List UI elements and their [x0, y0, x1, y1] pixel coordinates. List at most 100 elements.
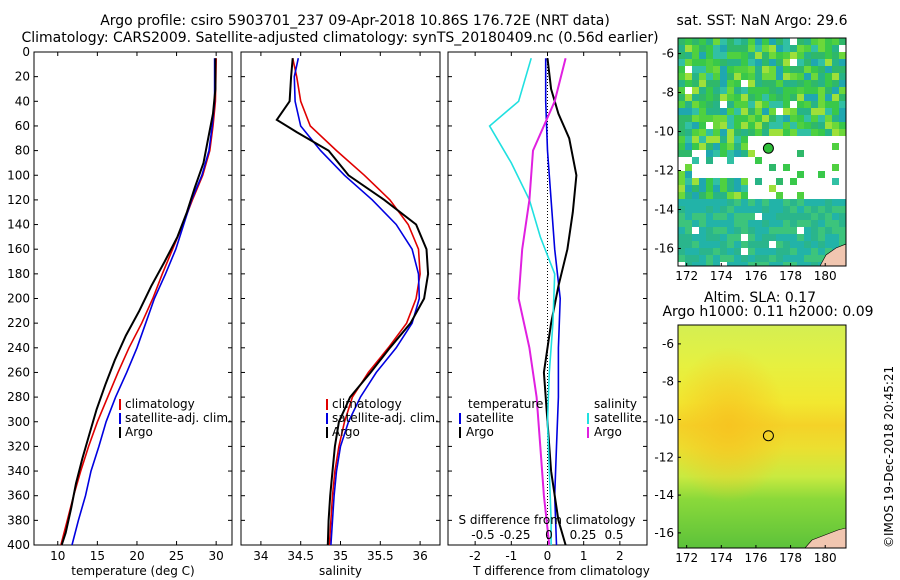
sst-cell [748, 227, 755, 234]
sst-cell [790, 220, 797, 227]
sst-cell [678, 171, 685, 178]
sst-cell [734, 234, 741, 241]
sst-cell [748, 52, 755, 59]
sst-cell [755, 59, 762, 66]
sst-cell [755, 227, 762, 234]
sst-cell [748, 38, 755, 45]
sst-cell [713, 227, 720, 234]
sst-cell [720, 101, 727, 108]
sst-cell [776, 87, 783, 94]
sst-cell [769, 66, 776, 73]
series-line-temperature-argo [542, 58, 578, 546]
x-axis-label: temperature (deg C) [71, 564, 194, 578]
sst-cell [776, 73, 783, 80]
series-line-climatology [291, 58, 421, 546]
sst-cell [839, 66, 846, 73]
map-y-tick-label: -8 [662, 375, 674, 389]
sst-cell [811, 115, 818, 122]
sst-cell [685, 45, 692, 52]
sst-cell [811, 199, 818, 206]
sst-cell [678, 220, 685, 227]
sst-cell [706, 108, 713, 115]
sst-cell [839, 129, 846, 136]
sst-cell [741, 73, 748, 80]
sst-cell [678, 38, 685, 45]
sst-cell [811, 248, 818, 255]
sst-cell [699, 185, 706, 192]
sst-cell [783, 94, 790, 101]
legend-label: satellite-adj. clim. [332, 411, 439, 425]
sst-cell [678, 199, 685, 206]
sst-cell [811, 255, 818, 262]
sst-cell [685, 38, 692, 45]
sst-cell [762, 115, 769, 122]
sst-cell [692, 129, 699, 136]
sst-cell [720, 199, 727, 206]
sst-cell [832, 66, 839, 73]
sst-cell [762, 94, 769, 101]
sst-cell [797, 115, 804, 122]
sst-cell [713, 143, 720, 150]
sst-cell [734, 52, 741, 59]
x-tick-label: 1 [580, 549, 588, 563]
sst-cell [755, 122, 762, 129]
sst-cell [720, 241, 727, 248]
sst-cell [720, 66, 727, 73]
sst-cell [748, 45, 755, 52]
y-tick-label: 20 [15, 70, 30, 84]
sst-cell [713, 185, 720, 192]
sst-cell [804, 255, 811, 262]
y-tick-label: 40 [15, 94, 30, 108]
sst-cell [678, 129, 685, 136]
sst-cell [797, 213, 804, 220]
sst-cell [790, 94, 797, 101]
sst-cell [818, 248, 825, 255]
sst-cell [678, 73, 685, 80]
sst-cell [699, 178, 706, 185]
sst-cell [769, 59, 776, 66]
sst-cell [678, 115, 685, 122]
sst-cell [790, 206, 797, 213]
argo-position-marker [762, 430, 774, 442]
sst-cell [769, 52, 776, 59]
sst-cell [797, 199, 804, 206]
sst-cell [790, 87, 797, 94]
sst-cell [790, 38, 797, 45]
sst-cell [699, 38, 706, 45]
sst-cell [832, 164, 839, 171]
sst-cell [692, 206, 699, 213]
sst-cell [727, 38, 734, 45]
sst-cell [755, 101, 762, 108]
sst-cell [748, 234, 755, 241]
sst-cell [790, 241, 797, 248]
sst-cell [727, 129, 734, 136]
sst-cell [818, 171, 825, 178]
sst-cell [776, 66, 783, 73]
sst-cell [790, 199, 797, 206]
sst-cell [699, 45, 706, 52]
sst-cell [769, 255, 776, 262]
sst-cell [692, 248, 699, 255]
sst-cell [741, 129, 748, 136]
sst-cell [783, 164, 790, 171]
sst-cell [839, 87, 846, 94]
sst-cell [727, 150, 734, 157]
sst-cell [832, 241, 839, 248]
sst-cell [776, 192, 783, 199]
sst-cell [727, 101, 734, 108]
sst-cell [706, 87, 713, 94]
sst-cell [734, 108, 741, 115]
sst-cell [706, 199, 713, 206]
sst-cell [797, 255, 804, 262]
sst-cell [797, 108, 804, 115]
sst-cell [734, 38, 741, 45]
sst-cell [734, 248, 741, 255]
sst-cell [797, 220, 804, 227]
sst-cell [804, 45, 811, 52]
series-line-argo [60, 58, 217, 546]
sst-cell [755, 213, 762, 220]
sst-cell [692, 59, 699, 66]
sst-cell [818, 241, 825, 248]
x-tick-label: 34 [253, 549, 268, 563]
